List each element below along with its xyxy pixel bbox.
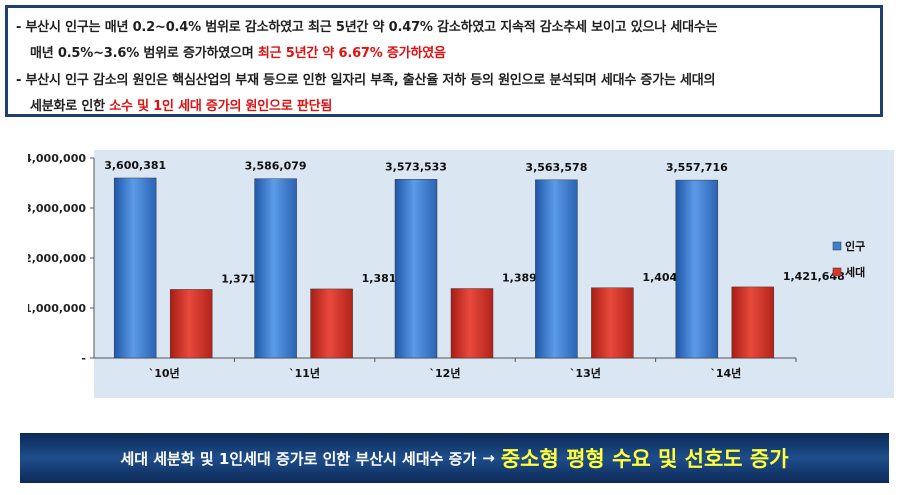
y-tick-label: 3,000,000 xyxy=(28,202,86,215)
data-label: 3,600,381 xyxy=(104,159,166,172)
summary-line-4-highlight: 소수 및 1인 세대 증가의 원인으로 판단됨 xyxy=(109,99,333,114)
x-tick-label: `12년 xyxy=(430,366,461,380)
data-label: 3,573,533 xyxy=(385,160,447,173)
summary-line-1: - 부산시 인구는 매년 0.2~0.4% 범위로 감소하였고 최근 5년간 약… xyxy=(16,20,718,35)
data-label: 3,557,716 xyxy=(666,161,728,174)
banner-cause-text: 세대 세분화 및 1인세대 증가로 인한 부산시 세대수 증가 xyxy=(120,449,477,468)
bar-households xyxy=(310,288,353,359)
conclusion-banner: 세대 세분화 및 1인세대 증가로 인한 부산시 세대수 증가 → 중소형 평형… xyxy=(20,433,889,483)
summary-line-2-text: 매년 0.5%~3.6% 범위로 증가하였으며 xyxy=(30,46,258,61)
summary-line-4-text: 세분화로 인한 xyxy=(30,99,110,114)
data-label: 3,586,079 xyxy=(245,160,307,173)
bar-population xyxy=(675,179,719,359)
plot-background xyxy=(94,150,894,398)
bar-population xyxy=(535,179,578,359)
y-tick-label: 1,000,000 xyxy=(28,302,86,315)
legend-swatch xyxy=(832,267,842,277)
bar-households xyxy=(169,289,213,359)
bar-population xyxy=(113,177,157,359)
legend-label: 세대 xyxy=(845,265,865,279)
y-tick-label: - xyxy=(81,352,86,365)
summary-line-2-highlight: 최근 5년간 약 6.67% 증가하였음 xyxy=(257,46,446,61)
legend-label: 인구 xyxy=(845,239,865,253)
summary-box: - 부산시 인구는 매년 0.2~0.4% 범위로 감소하였고 최근 5년간 약… xyxy=(5,5,883,117)
bar-population xyxy=(394,179,438,359)
data-label: 1,421,648 xyxy=(783,270,845,283)
banner-arrow-icon: → xyxy=(482,449,495,467)
x-tick-label: `11년 xyxy=(289,366,320,380)
bar-households xyxy=(450,288,494,359)
banner-result-text: 중소형 평형 수요 및 선호도 증가 xyxy=(500,447,789,471)
x-tick-label: `10년 xyxy=(149,366,180,380)
x-tick-label: `13년 xyxy=(570,366,601,380)
bar-chart: - 1,000,000 2,000,000 3,000,000 4,000,000 3,6… xyxy=(24,140,894,398)
legend-swatch xyxy=(832,241,842,251)
data-label: 3,563,578 xyxy=(525,161,587,174)
bar-households xyxy=(591,287,634,359)
chart-area: - 1,000,000 2,000,000 3,000,000 4,000,000 3,6… xyxy=(24,140,894,398)
bar-population xyxy=(254,178,297,359)
y-tick-label: 2,000,000 xyxy=(28,252,86,265)
y-tick-label: 4,000,000 xyxy=(28,152,86,165)
x-tick-label: `14년 xyxy=(710,366,741,380)
summary-line-3: - 부산시 인구 감소의 원인은 핵심산업의 부재 등으로 인한 일자리 부족,… xyxy=(16,73,716,88)
summary-line-2: 매년 0.5%~3.6% 범위로 증가하였으며 최근 5년간 약 6.67% 증… xyxy=(30,42,446,61)
summary-line-4: 세분화로 인한 소수 및 1인 세대 증가의 원인으로 판단됨 xyxy=(30,95,332,114)
bar-households xyxy=(731,286,775,359)
